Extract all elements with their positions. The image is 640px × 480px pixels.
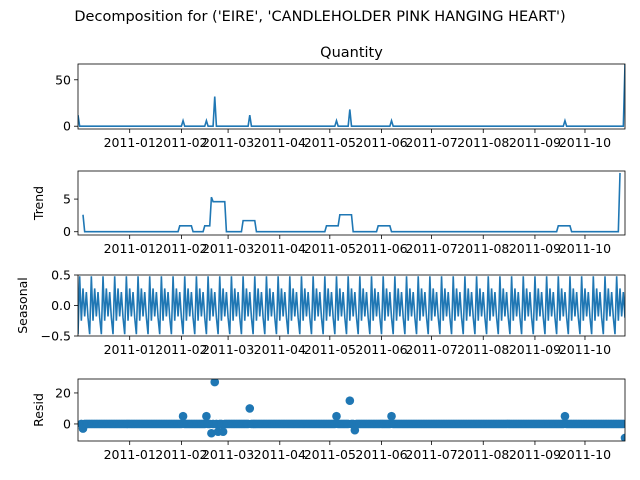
resid-point [345, 396, 355, 406]
resid-point [210, 379, 220, 387]
x-tick-label: 2011-02 [155, 447, 207, 462]
x-tick-label: 2011-07 [405, 241, 457, 256]
y-tick-label: 5 [63, 192, 71, 207]
y-tick-label: 0 [63, 224, 71, 239]
x-tick-label: 2011-10 [559, 342, 611, 357]
axes-frame [77, 378, 626, 442]
x-tick-label: 2011-01 [104, 241, 156, 256]
x-tick-label: 2011-07 [405, 342, 457, 357]
y-tick-label: 50 [55, 72, 71, 87]
axes-frame [77, 170, 626, 236]
x-tick-label: 2011-04 [254, 135, 306, 150]
y-tick-label: 0 [63, 416, 71, 431]
x-tick-label: 2011-01 [104, 135, 156, 150]
y-tick-label: 20 [55, 385, 71, 400]
x-tick-label: 2011-04 [254, 241, 306, 256]
resid-point [560, 411, 570, 421]
resid-point [218, 427, 228, 437]
resid-point [387, 411, 396, 421]
resid-point [619, 419, 625, 429]
y-tick-label: 0.5 [51, 268, 71, 283]
x-tick-label: 2011-04 [254, 447, 306, 462]
resid-point [245, 404, 255, 413]
x-tick-label: 2011-09 [509, 135, 561, 150]
y-axis-label: Trend [31, 186, 46, 221]
resid-point [620, 433, 625, 441]
x-tick-label: 2011-02 [155, 342, 207, 357]
x-tick-label: 2011-06 [355, 342, 407, 357]
y-tick-label: −0.5 [41, 329, 71, 344]
x-tick-label: 2011-05 [304, 342, 356, 357]
x-tick-label: 2011-10 [559, 135, 611, 150]
y-tick-label: 0.0 [51, 298, 71, 313]
x-tick-label: 2011-09 [509, 241, 561, 256]
y-axis-label: Resid [31, 393, 46, 427]
x-tick-label: 2011-06 [355, 447, 407, 462]
x-tick-label: 2011-05 [304, 135, 356, 150]
x-tick-label: 2011-06 [355, 135, 407, 150]
x-tick-label: 2011-03 [202, 135, 254, 150]
series-line-quantity [78, 64, 625, 128]
series-line-seasonal [78, 276, 625, 335]
x-tick-label: 2011-03 [202, 342, 254, 357]
x-tick-label: 2011-03 [202, 241, 254, 256]
resid-point [332, 411, 341, 421]
panel-title: Quantity [320, 45, 383, 61]
x-tick-label: 2011-09 [509, 342, 561, 357]
resid-point [178, 411, 188, 421]
x-tick-label: 2011-08 [457, 342, 509, 357]
series-line-trend [82, 172, 621, 233]
x-tick-label: 2011-09 [509, 447, 561, 462]
figure-suptitle: Decomposition for ('EIRE', 'CANDLEHOLDER… [74, 9, 565, 25]
x-tick-label: 2011-03 [202, 447, 254, 462]
y-axis-label: Seasonal [15, 277, 30, 334]
x-tick-label: 2011-08 [457, 241, 509, 256]
x-tick-label: 2011-08 [457, 135, 509, 150]
x-tick-label: 2011-05 [304, 241, 356, 256]
resid-point [207, 428, 216, 438]
x-tick-label: 2011-06 [355, 241, 407, 256]
x-tick-label: 2011-10 [559, 447, 611, 462]
x-tick-label: 2011-02 [155, 135, 207, 150]
y-tick-label: 0 [63, 119, 71, 134]
x-tick-label: 2011-04 [254, 342, 306, 357]
x-tick-label: 2011-07 [405, 135, 457, 150]
x-tick-label: 2011-01 [104, 447, 156, 462]
x-tick-label: 2011-10 [559, 241, 611, 256]
x-tick-label: 2011-07 [405, 447, 457, 462]
x-tick-label: 2011-02 [155, 241, 207, 256]
x-tick-label: 2011-08 [457, 447, 509, 462]
axes-frame [77, 63, 626, 130]
axes-frame [77, 274, 626, 337]
x-tick-label: 2011-01 [104, 342, 156, 357]
x-tick-label: 2011-05 [304, 447, 356, 462]
resid-point [202, 411, 211, 421]
